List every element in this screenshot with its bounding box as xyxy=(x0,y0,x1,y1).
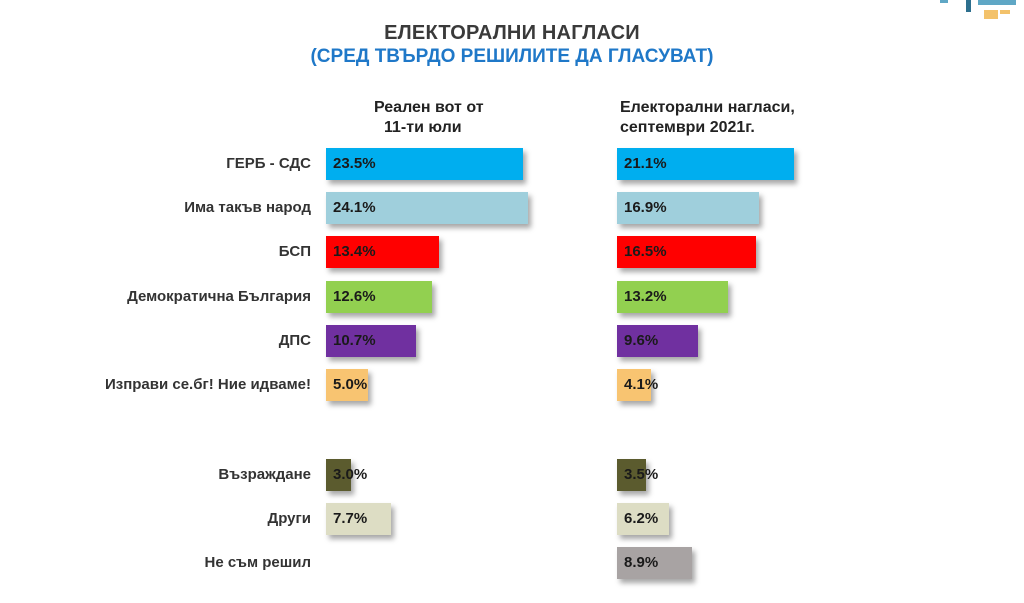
bar-mark xyxy=(617,325,698,357)
bar-mark xyxy=(326,236,439,268)
column-header-line: Реален вот от xyxy=(374,99,484,116)
data-label: 12.6% xyxy=(333,288,376,305)
column-header-line: Електорални нагласи, xyxy=(620,99,795,116)
bar-mark xyxy=(326,369,368,401)
data-label: 8.9% xyxy=(624,554,659,571)
data-label: 6.2% xyxy=(624,510,659,527)
data-label: 13.4% xyxy=(333,243,376,260)
data-label: 5.0% xyxy=(333,376,368,393)
bar-mark xyxy=(326,325,416,357)
bar-mark xyxy=(326,281,432,313)
data-label: 21.1% xyxy=(624,155,667,172)
bar-mark xyxy=(326,503,391,535)
category-label: Не съм решил xyxy=(204,554,311,571)
data-label: 10.7% xyxy=(333,332,376,349)
bar-mark xyxy=(617,503,670,535)
chart-title: ЕЛЕКТОРАЛНИ НАГЛАСИ xyxy=(384,22,640,44)
data-label: 16.9% xyxy=(624,199,667,216)
bar-mark xyxy=(617,192,759,224)
bar-mark xyxy=(617,369,652,401)
column-header-july-vote: Реален вот от 11-ти юли xyxy=(374,98,554,138)
bar-mark xyxy=(617,281,728,313)
data-label: 16.5% xyxy=(624,243,667,260)
data-label: 9.6% xyxy=(624,332,659,349)
data-label: 4.1% xyxy=(624,376,659,393)
column-header-september-attitudes: Електорални нагласи, септември 2021г. xyxy=(620,98,840,138)
bar-mark xyxy=(326,192,529,224)
bar-mark xyxy=(326,148,524,180)
category-label: ГЕРБ - СДС xyxy=(226,155,311,172)
category-label: Демократична България xyxy=(127,288,311,305)
bar-mark xyxy=(326,459,352,491)
brand-logo xyxy=(940,0,1024,26)
bar-mark xyxy=(617,459,647,491)
bar-mark xyxy=(617,547,692,579)
data-label: 7.7% xyxy=(333,510,368,527)
category-label: Изправи се.бг! Ние идваме! xyxy=(104,376,311,393)
category-label: БСП xyxy=(278,243,311,260)
data-label: 3.5% xyxy=(624,466,659,483)
bar-mark xyxy=(617,148,795,180)
category-label: Други xyxy=(267,510,311,527)
bar-mark xyxy=(617,236,756,268)
column-header-line: септември 2021г. xyxy=(620,119,755,136)
chart-subtitle: (СРЕД ТВЪРДО РЕШИЛИТЕ ДА ГЛАСУВАТ) xyxy=(310,46,714,67)
data-label: 13.2% xyxy=(624,288,667,305)
category-label: Има такъв народ xyxy=(184,199,311,216)
data-label: 3.0% xyxy=(333,466,368,483)
data-label: 24.1% xyxy=(333,199,376,216)
data-label: 23.5% xyxy=(333,155,376,172)
column-header-line: 11-ти юли xyxy=(384,119,462,136)
category-label: ДПС xyxy=(278,332,311,349)
category-label: Възраждане xyxy=(218,466,311,483)
